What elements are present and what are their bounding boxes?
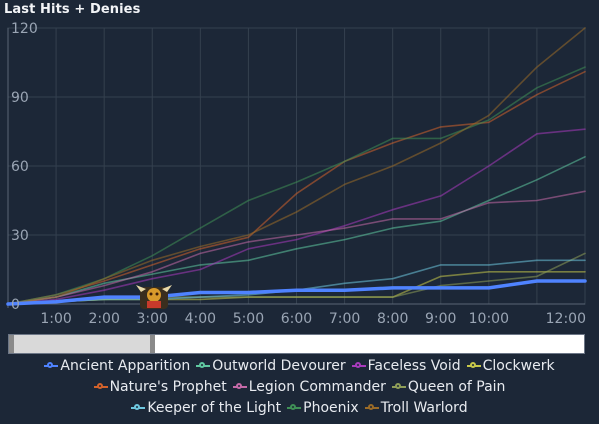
y-tick-label: 30 xyxy=(11,228,29,244)
legend-label: Phoenix xyxy=(303,400,359,416)
legend-item-nature-s-prophet[interactable]: Nature's Prophet xyxy=(93,377,227,398)
legend-marker-icon xyxy=(391,382,406,392)
series-line-legion-commander[interactable] xyxy=(7,190,586,305)
legend-label: Clockwerk xyxy=(482,358,555,374)
legend-label: Keeper of the Light xyxy=(147,400,282,416)
x-tick-label: 10:00 xyxy=(469,311,509,327)
chart-axes xyxy=(7,28,585,308)
legend-item-phoenix[interactable]: Phoenix xyxy=(287,398,359,419)
brush-left-handle[interactable] xyxy=(9,335,14,353)
x-tick-label: 7:00 xyxy=(329,311,360,327)
legend-row: Nature's Prophet Legion Commander Queen of… xyxy=(0,377,599,398)
legend-item-legion-commander[interactable]: Legion Commander xyxy=(232,377,386,398)
legend-marker-icon xyxy=(466,361,481,371)
legend-row: Ancient Apparition Outworld Devourer Facel… xyxy=(0,356,599,377)
legend-item-troll-warlord[interactable]: Troll Warlord xyxy=(364,398,468,419)
legend-label: Troll Warlord xyxy=(380,400,468,416)
legend-marker-icon xyxy=(131,403,146,413)
y-tick-label: 120 xyxy=(11,21,38,37)
x-tick-label: 12:00 xyxy=(546,311,586,327)
series-line-troll-warlord[interactable] xyxy=(7,27,586,305)
legend-item-outworld-devourer[interactable]: Outworld Devourer xyxy=(196,356,346,377)
x-axis-ticks: 1:00 2:00 3:00 4:00 5:00 6:00 7:00 8:00 9:00 10:0… xyxy=(40,311,586,327)
brush-right-handle[interactable] xyxy=(149,335,155,353)
x-tick-label: 2:00 xyxy=(88,311,119,327)
series-layer xyxy=(6,27,587,306)
legend-marker-icon xyxy=(351,361,366,371)
chart-legend: Ancient Apparition Outworld Devourer Facel… xyxy=(0,356,599,419)
legend-item-clockwerk[interactable]: Clockwerk xyxy=(466,356,555,377)
time-range-brush[interactable] xyxy=(8,334,585,354)
series-line-faceless-void[interactable] xyxy=(7,128,586,305)
x-tick-label: 1:00 xyxy=(40,311,71,327)
x-tick-label: 5:00 xyxy=(233,311,264,327)
chart-title: Last Hits + Denies xyxy=(4,2,141,17)
legend-row: Keeper of the Light Phoenix Troll Warlord xyxy=(0,398,599,419)
chart-grid xyxy=(7,27,586,305)
y-tick-label: 90 xyxy=(11,90,29,106)
legend-label: Legion Commander xyxy=(248,379,386,395)
legend-marker-icon xyxy=(93,382,108,392)
y-tick-label: 60 xyxy=(11,159,29,175)
legend-item-keeper-of-the-light[interactable]: Keeper of the Light xyxy=(131,398,281,419)
legend-item-ancient-apparition[interactable]: Ancient Apparition xyxy=(44,356,190,377)
brush-selection[interactable] xyxy=(9,335,153,353)
legend-label: Ancient Apparition xyxy=(60,358,191,374)
legend-label: Faceless Void xyxy=(367,358,461,374)
hero-icon xyxy=(136,285,172,309)
legend-marker-icon xyxy=(232,382,247,392)
series-line-ancient-apparition[interactable] xyxy=(6,279,587,306)
x-tick-label: 4:00 xyxy=(185,311,216,327)
x-tick-label: 9:00 xyxy=(425,311,456,327)
legend-marker-icon xyxy=(364,403,379,413)
legend-marker-icon xyxy=(44,361,59,371)
series-line-outworld-devourer[interactable] xyxy=(7,156,586,305)
y-axis-ticks: 0 30 60 90 120 xyxy=(11,21,38,313)
series-line-nature-s-prophet[interactable] xyxy=(7,70,586,305)
x-tick-label: 3:00 xyxy=(137,311,168,327)
legend-item-queen-of-pain[interactable]: Queen of Pain xyxy=(391,377,506,398)
x-tick-label: 6:00 xyxy=(281,311,312,327)
legend-label: Nature's Prophet xyxy=(109,379,227,395)
legend-item-faceless-void[interactable]: Faceless Void xyxy=(351,356,461,377)
line-chart: 1:00 2:00 3:00 4:00 5:00 6:00 7:00 8:00 9:00 10:0… xyxy=(6,21,587,327)
y-tick-label: 0 xyxy=(11,297,20,313)
legend-marker-icon xyxy=(287,403,302,413)
x-tick-label: 8:00 xyxy=(377,311,408,327)
legend-label: Queen of Pain xyxy=(407,379,506,395)
legend-label: Outworld Devourer xyxy=(212,358,346,374)
legend-marker-icon xyxy=(196,361,211,371)
